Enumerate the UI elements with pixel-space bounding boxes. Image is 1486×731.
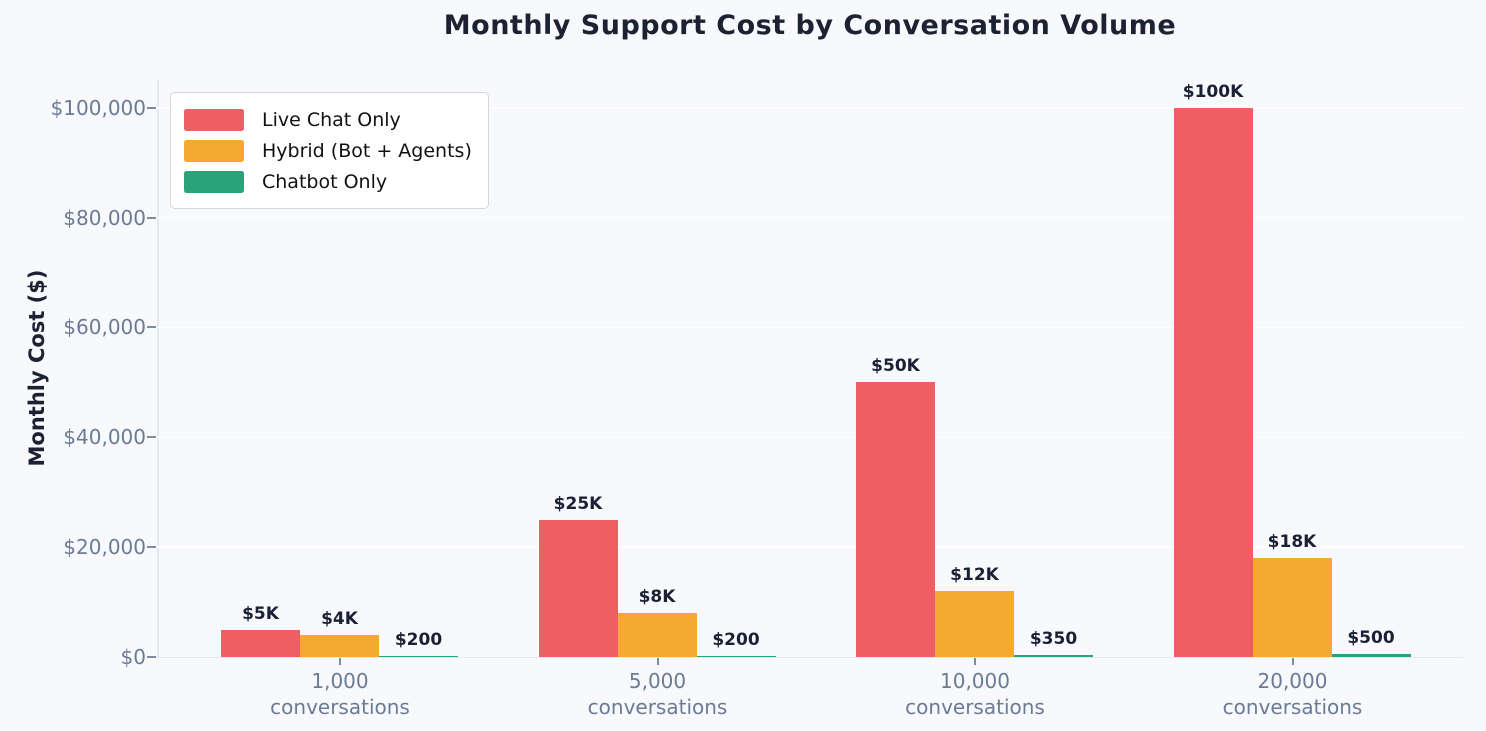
x-tick-mark: [1291, 658, 1294, 665]
x-tick-line2: conversations: [587, 695, 728, 719]
bar-live-chat-only: [221, 629, 300, 657]
bar-value-label: $8K: [638, 587, 676, 608]
gridline: [157, 107, 1463, 109]
legend-swatch: [184, 108, 244, 131]
x-tick-line1: 20,000: [1257, 669, 1328, 693]
legend-swatch: [184, 139, 244, 162]
bar-chatbot-only: [696, 655, 776, 657]
x-tick-label: 10,000 conversations: [835, 668, 1115, 720]
x-tick-line1: 10,000: [940, 669, 1010, 693]
legend-label: Hybrid (Bot + Agents): [262, 139, 472, 162]
bar-value-label: $12K: [950, 565, 999, 586]
y-tick-label: $20,000: [63, 535, 146, 560]
x-axis-spine: [157, 656, 1463, 658]
bar-value-label: $200: [712, 629, 760, 650]
y-tick-mark: [147, 216, 156, 219]
gridline: [157, 216, 1463, 219]
bar-live-chat-only: [538, 519, 618, 657]
y-tick-mark: [147, 546, 156, 549]
x-tick-mark: [339, 658, 341, 665]
x-tick-line2: conversations: [905, 695, 1045, 719]
bar-live-chat-only: [1173, 107, 1253, 657]
bar-chatbot-only: [1331, 654, 1411, 657]
bar-hybrid-bot-agents: [617, 613, 697, 657]
bar-hybrid-bot-agents: [1252, 558, 1332, 657]
y-tick-label: $40,000: [63, 425, 146, 450]
x-tick-line2: conversations: [270, 695, 410, 719]
y-tick-mark: [147, 326, 156, 329]
bar-value-label: $350: [1029, 629, 1078, 650]
x-tick-label: 1,000 conversations: [200, 668, 480, 720]
plot-area: $5K $25K $50K $100K $4K $8K $12K $18K $200 $200 $3…: [157, 80, 1463, 657]
legend-swatch: [184, 170, 244, 193]
x-tick-label: 5,000 conversations: [518, 668, 798, 720]
legend-label: Chatbot Only: [262, 170, 388, 193]
bar-value-label: $25K: [553, 493, 603, 514]
gridline: [157, 436, 1463, 439]
y-tick-mark: [147, 106, 156, 109]
bar-hybrid-bot-agents: [935, 591, 1014, 657]
bar-chatbot-only: [379, 655, 458, 657]
gridline: [157, 546, 1463, 548]
bar-chatbot-only: [1014, 655, 1093, 657]
chart-title: Monthly Support Cost by Conversation Vol…: [443, 10, 1177, 41]
legend-label: Live Chat Only: [262, 108, 401, 131]
bar-value-label: $100K: [1182, 81, 1244, 102]
bar-hybrid-bot-agents: [300, 635, 379, 657]
gridline: [157, 326, 1463, 329]
x-tick-line2: conversations: [1222, 695, 1363, 719]
bar-value-label: $18K: [1267, 532, 1317, 553]
y-tick-label: $80,000: [63, 205, 146, 230]
legend: Live Chat Only Hybrid (Bot + Agents) Chatb…: [170, 92, 489, 209]
bar-value-label: $200: [394, 629, 443, 650]
x-tick-mark: [656, 658, 659, 665]
x-tick-mark: [974, 658, 976, 665]
y-tick-label: $100,000: [50, 95, 146, 120]
x-tick-label: 20,000 conversations: [1153, 668, 1433, 720]
bar-value-label: $4K: [321, 609, 358, 630]
bar-value-label: $5K: [242, 603, 279, 624]
legend-item: Live Chat Only: [184, 104, 472, 135]
x-tick-line1: 5,000: [628, 669, 687, 693]
y-tick-mark: [147, 436, 156, 439]
bar-value-label: $500: [1347, 628, 1395, 649]
legend-item: Hybrid (Bot + Agents): [184, 135, 472, 166]
y-tick-label: $0: [120, 645, 146, 669]
y-tick-mark: [147, 656, 156, 658]
bar-value-label: $50K: [871, 356, 920, 377]
x-tick-line1: 1,000: [311, 669, 369, 693]
y-tick-label: $60,000: [63, 315, 146, 340]
legend-item: Chatbot Only: [184, 166, 472, 197]
y-axis-spine: [157, 80, 159, 657]
bar-live-chat-only: [856, 382, 935, 657]
